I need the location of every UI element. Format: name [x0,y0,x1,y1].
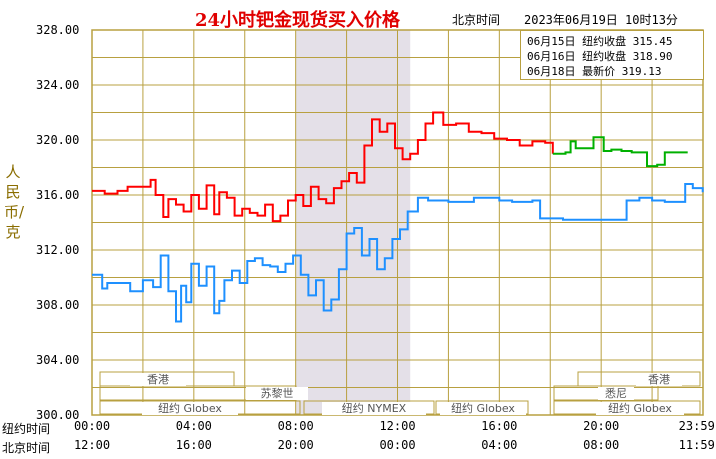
y-tick-label: 308.00 [36,298,80,312]
x-tick-label-ny: 12:00 [379,419,416,433]
y-tick-label: 320.00 [36,133,80,147]
legend-date: 06月15日 [527,35,576,48]
x-tick-label-bj: 00:00 [379,438,416,452]
x-tick-label-ny: 23:59 [678,419,715,433]
x-tick-label-ny: 16:00 [481,419,518,433]
y-tick-label: 316.00 [36,188,80,202]
legend-value: 319.13 [621,65,662,78]
legend-item-2: 06月18日 最新价 319.13 [527,63,662,79]
market-sydney: 悉尼 [598,387,634,400]
y-axis-label: 人民币/克 [4,163,25,241]
x-tick-label-ny: 00:00 [73,419,111,433]
legend-label: 纽约收盘 [582,35,627,48]
x-tick-label-bj: 08:00 [583,438,620,452]
x-tick-label-ny: 20:00 [583,419,620,433]
x-tick-label-bj: 04:00 [481,438,518,452]
legend-date: 06月16日 [527,50,576,63]
series-line-0 [92,183,704,323]
x-tick-label-bj: 16:00 [175,438,212,452]
legend-date: 06月18日 [527,65,576,78]
x-tick-label-ny: 04:00 [175,419,212,433]
y-tick-label: 312.00 [36,243,80,257]
series-line-1 [92,111,554,223]
plot-frame [91,29,704,416]
row-label-ny: 纽约时间 [2,422,51,436]
x-tick-label-bj: 20:00 [277,438,314,452]
market-globex-3: 纽约 Globex [596,402,684,415]
market-zurich: 苏黎世 [246,387,308,400]
y-tick-label: 328.00 [36,23,80,37]
timezone-label: 北京时间 [452,13,501,27]
market-globex-1: 纽约 Globex [142,402,238,415]
legend-label: 最新价 [582,65,616,78]
legend: 06月15日 纽约收盘 315.45 06月16日 纽约收盘 318.90 06… [520,30,704,80]
legend-label: 纽约收盘 [582,50,627,63]
legend-item-1: 06月16日 纽约收盘 318.90 [527,48,673,64]
market-globex-2: 纽约 Globex [440,402,526,415]
market-nymex: 纽约 NYMEX [322,402,426,415]
chart-title: 24小时钯金现货买入价格 [195,10,401,31]
y-tick-label: 304.00 [36,353,80,367]
row-label-bj: 北京时间 [2,441,51,455]
x-tick-label-ny: 08:00 [277,419,314,433]
y-tick-label: 324.00 [36,78,80,92]
legend-value: 315.45 [632,35,673,48]
legend-item-0: 06月15日 纽约收盘 315.45 [527,33,673,49]
market-hk-2: 香港 [636,373,682,386]
x-tick-label-bj: 11:59 [678,438,715,452]
legend-value: 318.90 [632,50,673,63]
series-line-2 [552,136,688,168]
market-session-bracket [577,371,701,387]
market-hk: 香港 [130,373,186,386]
y-tick-label: 300.00 [36,408,80,422]
update-timestamp: 2023年06月19日 10时13分 [524,13,678,27]
x-tick-label-bj: 12:00 [73,438,111,452]
